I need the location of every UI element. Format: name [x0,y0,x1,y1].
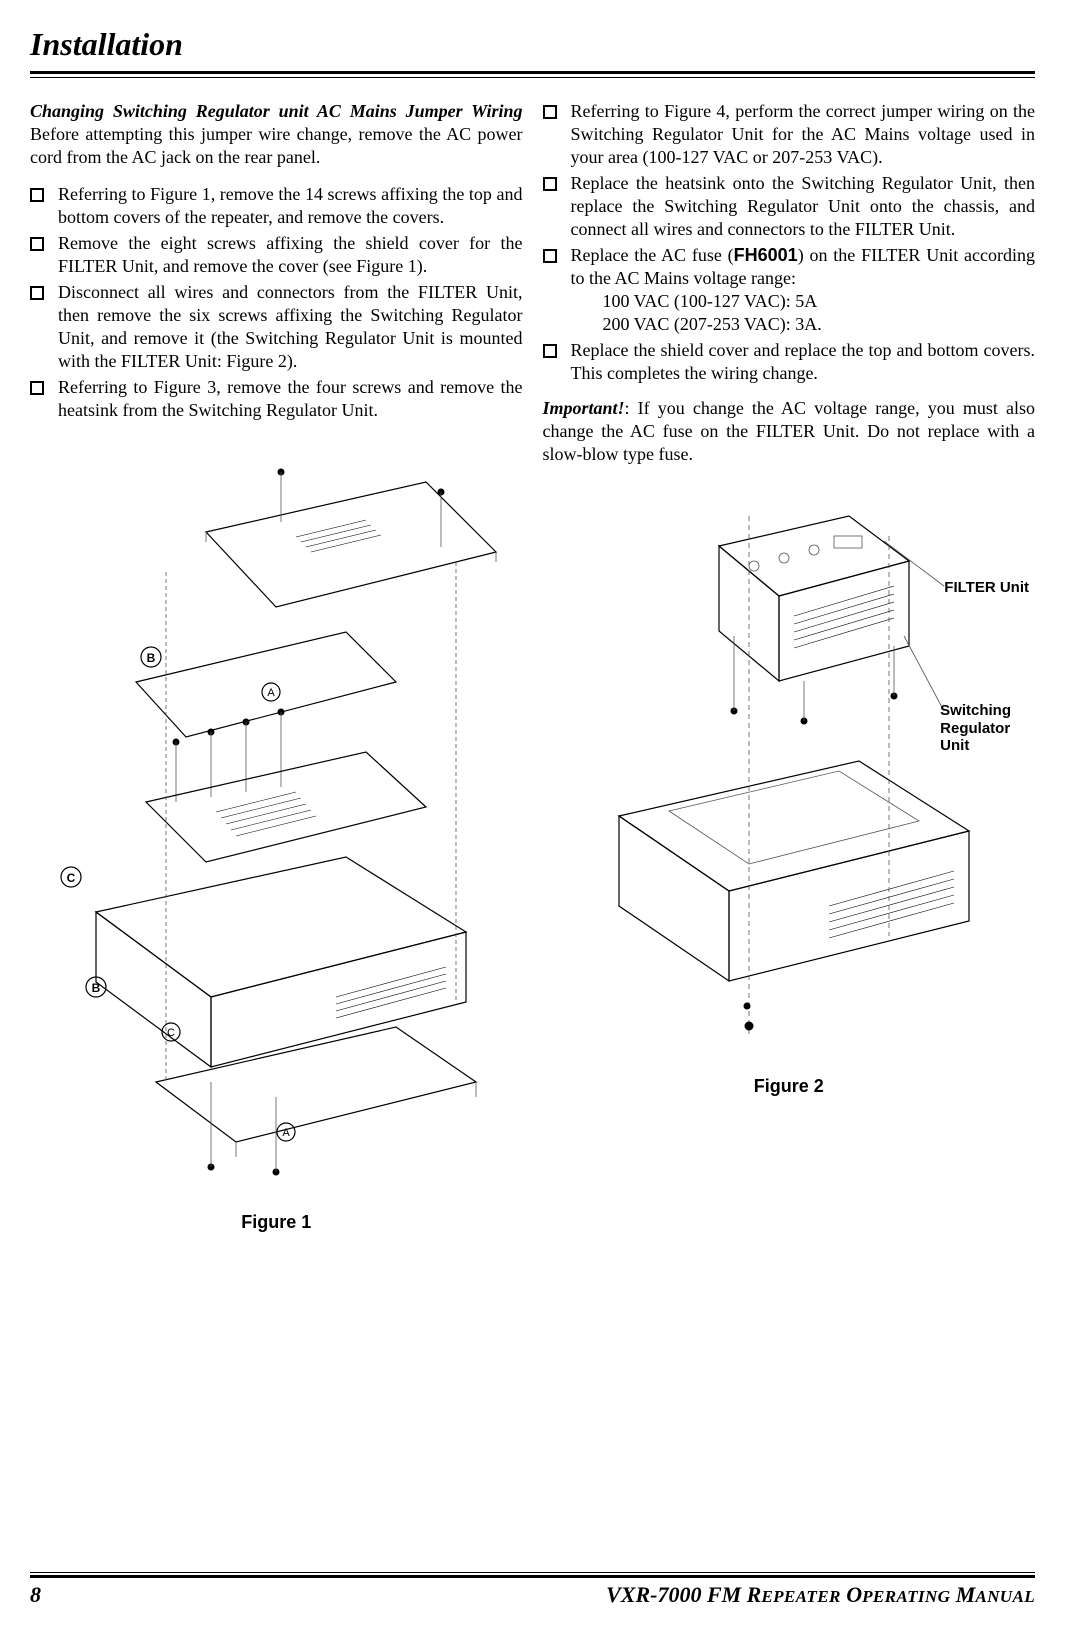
bullet-text: Referring to Figure 3, remove the four s… [58,376,523,422]
sru-line-2: Regulator [940,720,1010,737]
list-item: Disconnect all wires and connectors from… [30,281,523,373]
figure-2-image: FILTER Unit Switching Regulator Unit [543,486,1036,1066]
fuse-line-1: 100 VAC (100-127 VAC): 5A [571,291,818,311]
checkbox-icon [543,344,557,358]
figure-1-image: B A [30,442,523,1202]
svg-text:A: A [283,1127,291,1139]
figure-1-caption: Figure 1 [30,1212,523,1233]
page-footer: 8 VXR-7000 FM REPEATER OPERATING MANUAL [30,1572,1035,1608]
bullet-text: Replace the heatsink onto the Switching … [571,172,1036,241]
list-item: Referring to Figure 3, remove the four s… [30,376,523,422]
important-note: Important!: If you change the AC voltage… [543,397,1036,466]
intro-text: Before attempting this jumper wire chang… [30,124,523,167]
checkbox-icon [30,381,44,395]
bullet-text: Remove the eight screws affixing the shi… [58,232,523,278]
right-bullet-list: Referring to Figure 4, perform the corre… [543,100,1036,385]
left-bullet-list: Referring to Figure 1, remove the 14 scr… [30,183,523,422]
sru-line-1: Switching [940,702,1011,719]
figure-2-label-sru: Switching Regulator Unit [940,702,1011,754]
bullet-text: Referring to Figure 1, remove the 14 scr… [58,183,523,229]
bullet-text: Referring to Figure 4, perform the corre… [571,100,1036,169]
checkbox-icon [543,105,557,119]
checkbox-icon [30,237,44,251]
page-number: 8 [30,1582,41,1608]
list-item: Referring to Figure 4, perform the corre… [543,100,1036,169]
figure-2-caption: Figure 2 [543,1076,1036,1097]
manual-mid-4: M [950,1582,975,1607]
manual-sc-1: EPEATER [761,1587,840,1606]
figure-2-area: FILTER Unit Switching Regulator Unit Fig… [543,486,1036,1097]
right-column: Referring to Figure 4, perform the corre… [543,100,1036,1233]
manual-mid-2: O [841,1582,862,1607]
list-item: Replace the AC fuse (FH6001) on the FILT… [543,244,1036,336]
checkbox-icon [543,249,557,263]
figure-1-svg: B A [36,442,516,1202]
svg-text:B: B [147,651,156,665]
footer-rule-thick [30,1575,1035,1578]
page-title: Installation [30,26,1035,63]
checkbox-icon [30,286,44,300]
important-label: Important! [543,398,625,418]
title-rule-thin [30,77,1035,78]
checkbox-icon [30,188,44,202]
footer-rule-thin [30,1572,1035,1573]
svg-text:C: C [67,871,76,885]
list-item: Referring to Figure 1, remove the 14 scr… [30,183,523,229]
bullet-text: Replace the AC fuse (FH6001) on the FILT… [571,244,1036,336]
figure-2-label-filter: FILTER Unit [944,579,1029,596]
list-item: Remove the eight screws affixing the shi… [30,232,523,278]
checkbox-icon [543,177,557,191]
svg-text:A: A [268,687,276,699]
manual-title: VXR-7000 FM REPEATER OPERATING MANUAL [606,1582,1035,1608]
subheading: Changing Switching Regulator unit AC Mai… [30,101,523,121]
bullet-text: Disconnect all wires and connectors from… [58,281,523,373]
svg-text:B: B [92,981,101,995]
part-number: FH6001 [734,245,798,265]
manual-prefix: VXR-7000 FM R [606,1582,761,1607]
title-rule-thick [30,71,1035,74]
figure-2-svg [549,486,1029,1066]
footer-row: 8 VXR-7000 FM REPEATER OPERATING MANUAL [30,1582,1035,1608]
svg-text:C: C [167,1027,175,1039]
bullet-text: Replace the shield cover and replace the… [571,339,1036,385]
list-item: Replace the shield cover and replace the… [543,339,1036,385]
text-before-part: Replace the AC fuse ( [571,245,734,265]
two-column-layout: Changing Switching Regulator unit AC Mai… [30,100,1035,1233]
manual-sc-5: ANUAL [975,1587,1035,1606]
left-column: Changing Switching Regulator unit AC Mai… [30,100,523,1233]
manual-sc-3: PERATING [862,1587,950,1606]
list-item: Replace the heatsink onto the Switching … [543,172,1036,241]
intro-paragraph: Changing Switching Regulator unit AC Mai… [30,100,523,169]
figure-1-area: B A [30,442,523,1233]
sru-line-3: Unit [940,737,969,754]
fuse-line-2: 200 VAC (207-253 VAC): 3A. [571,314,822,334]
